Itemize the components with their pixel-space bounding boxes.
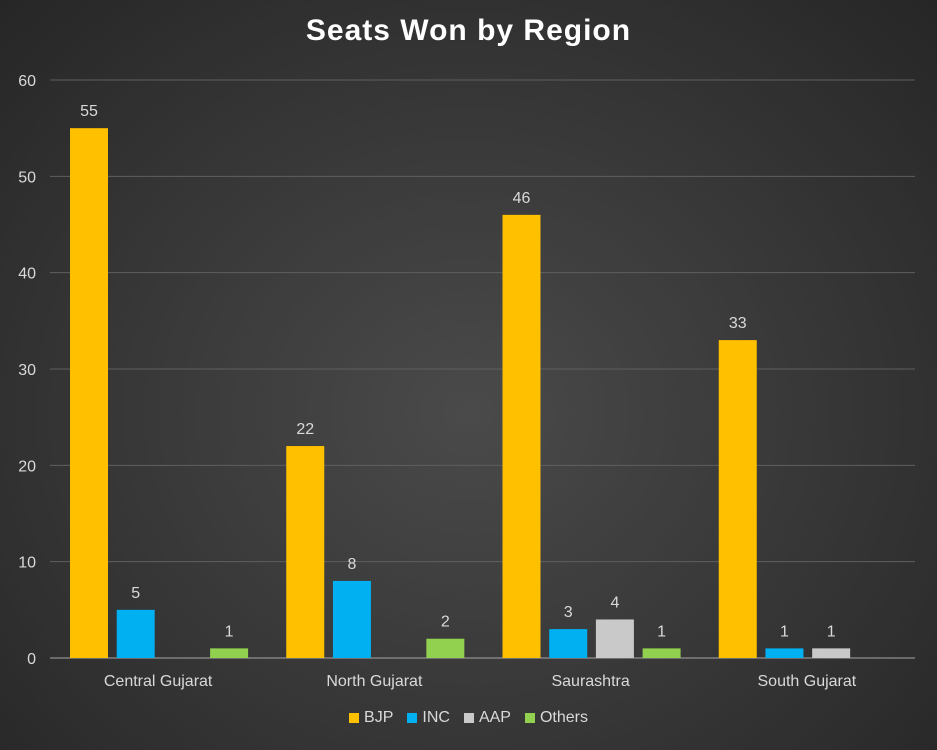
data-label: 5 [131, 585, 140, 602]
bar-others-2 [642, 648, 681, 658]
y-tick-label: 30 [18, 362, 36, 379]
legend-swatch [463, 713, 474, 723]
data-label: 33 [729, 315, 747, 332]
x-tick-label: South Gujarat [758, 673, 857, 690]
chart-legend: BJP INC AAP Others [0, 709, 937, 727]
bar-aap-3 [812, 648, 851, 658]
bar-inc-0 [116, 609, 155, 658]
data-label: 8 [347, 556, 356, 573]
data-label: 1 [780, 623, 789, 640]
bar-inc-1 [332, 580, 371, 658]
y-tick-label: 10 [18, 555, 36, 572]
y-tick-label: 0 [27, 651, 36, 668]
legend-label: INC [422, 709, 450, 726]
bar-bjp-0 [70, 128, 108, 658]
legend-label: Others [539, 709, 588, 726]
bar-inc-3 [765, 648, 804, 658]
legend-item-inc: INC [407, 709, 450, 727]
x-tick-label: North Gujarat [326, 673, 423, 690]
data-label: 55 [80, 103, 98, 120]
data-label: 2 [441, 614, 450, 631]
legend-swatch [349, 713, 360, 723]
chart-title: Seats Won by Region [305, 14, 632, 47]
legend-swatch [407, 713, 418, 723]
x-tick-label: Saurashtra [551, 673, 629, 690]
legend-item-aap: AAP [463, 709, 511, 727]
bar-inc-2 [549, 629, 588, 658]
bar-others-1 [426, 638, 465, 658]
legend-label: AAP [478, 709, 511, 726]
legend-swatch [524, 713, 535, 723]
data-label: 4 [610, 594, 619, 611]
bar-aap-2 [595, 619, 634, 658]
data-label: 1 [225, 623, 234, 640]
legend-label: BJP [364, 709, 394, 726]
bar-bjp-1 [286, 446, 325, 658]
data-label: 1 [657, 623, 666, 640]
bar-bjp-3 [718, 340, 757, 658]
y-tick-label: 40 [18, 266, 36, 283]
y-tick-label: 60 [18, 73, 36, 90]
bar-others-0 [210, 648, 249, 658]
x-tick-label: Central Gujarat [104, 673, 213, 690]
y-tick-label: 20 [18, 458, 36, 475]
legend-item-others: Others [524, 709, 588, 727]
data-label: 22 [296, 421, 314, 438]
bar-bjp-2 [502, 214, 541, 658]
data-label: 46 [513, 190, 531, 207]
legend-item-bjp: BJP [349, 709, 393, 727]
data-label: 1 [827, 623, 836, 640]
data-label: 3 [564, 604, 573, 621]
y-tick-label: 50 [18, 169, 36, 186]
